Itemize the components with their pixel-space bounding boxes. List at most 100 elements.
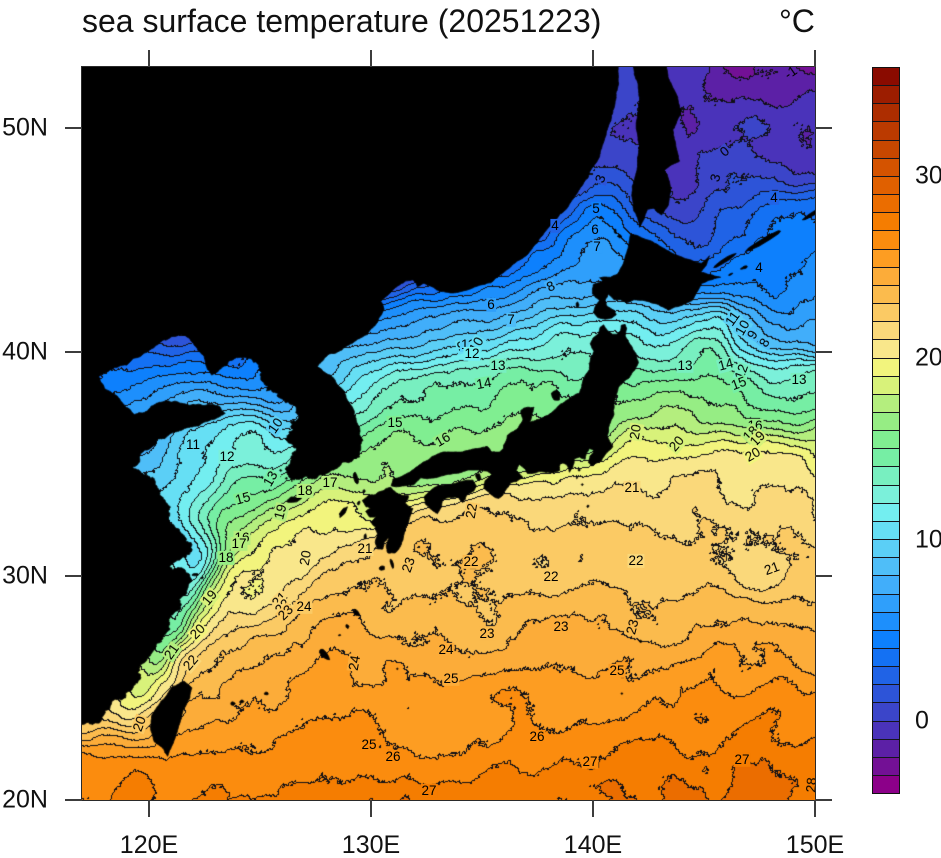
contour-label: 13 [489,358,507,374]
y-axis-label: 20N [2,785,48,814]
colorbar-segment [873,321,899,340]
colorbar-segment [873,139,899,158]
colorbar-segment [873,557,899,576]
y-axis-label: 40N [2,337,48,366]
colorbar-segment [873,230,899,249]
x-axis-tick [369,50,372,67]
colorbar-segment [873,175,899,195]
colorbar-tick-label: 20 [915,343,941,372]
contour-label: 26 [384,749,402,765]
contour-label: 12 [218,448,236,465]
colorbar-segment [873,720,899,739]
contour-label: 27 [581,753,599,769]
contour-label: 21 [623,480,641,496]
contour-label: 26 [528,729,546,745]
x-axis-tick [814,50,816,67]
contour-label: 6 [485,296,496,312]
units-label: °C [779,3,815,39]
colorbar-segment [873,520,899,540]
contour-label: 28 [803,776,815,795]
x-axis-label: 150E [785,831,845,858]
y-axis-tick [65,350,82,353]
y-axis-tick [815,574,832,577]
colorbar-segment [873,611,899,630]
x-axis-tick [147,800,150,817]
y-axis-tick [815,126,832,129]
contour-label: 25 [360,736,378,753]
x-axis-tick [591,50,594,67]
colorbar-segment [873,411,899,431]
colorbar-segment [873,593,899,612]
contour-label: 23 [552,619,570,635]
colorbar-tick-label: 0 [915,706,929,735]
x-axis-tick [369,800,372,817]
colorbar-segment [873,284,899,304]
contour-label: 7 [505,312,516,328]
contour-label: 21 [356,540,374,557]
contour-label: 27 [419,782,438,799]
contour-label: 24 [295,599,313,615]
colorbar-segment [873,430,899,449]
colorbar-tick-label: 10 [915,525,941,554]
y-axis-label: 30N [2,561,48,590]
contour-label: 17 [321,474,339,490]
x-axis-label: 130E [341,831,400,858]
page-title: sea surface temperature (20251223) [82,3,602,39]
x-axis-tick [814,800,816,817]
colorbar-segment [873,85,899,104]
colorbar-segment [873,648,899,667]
contour-label: 7 [592,239,603,255]
colorbar-segment [873,448,899,467]
colorbar-segment [873,339,899,358]
colorbar [872,67,900,794]
colorbar-segment [873,629,899,648]
contour-label: 18 [217,549,235,565]
contour-label: 4 [769,190,779,206]
contour-label: 4 [550,218,560,234]
y-axis-tick [815,350,832,353]
colorbar-tick-label: 30 [915,161,941,190]
contour-label: 13 [676,358,694,374]
contour-label: 27 [733,751,751,767]
colorbar-segment [873,775,899,794]
colorbar-segment [873,68,899,86]
colorbar-segment [873,121,899,140]
colorbar-segment [873,575,899,594]
colorbar-segment [873,194,899,213]
contour-label: 6 [590,221,600,237]
contour-label: 13 [790,371,808,387]
colorbar-segment [873,393,899,412]
y-axis-label: 50N [2,113,48,142]
contour-label: 22 [542,568,560,585]
colorbar-segment [873,466,899,485]
colorbar-segment [873,248,899,267]
colorbar-segment [873,684,899,703]
colorbar-segment [873,666,899,685]
contour-label: 15 [386,415,404,431]
colorbar-segment [873,756,899,776]
x-axis-tick [147,50,150,67]
colorbar-segment [873,357,899,376]
contour-label: 22 [462,501,481,521]
contour-label: 25 [442,670,460,687]
map-area: -103344567486791110121314151611109813141… [81,66,816,801]
contour-label: 11 [185,436,202,452]
contour-label: 4 [754,259,765,275]
contour-label: 18 [296,482,314,498]
colorbar-segment [873,702,899,721]
contour-label: 23 [478,626,496,642]
colorbar-segment [873,266,899,285]
colorbar-segment [873,502,899,521]
colorbar-segment [873,484,899,503]
colorbar-segment [873,157,899,176]
colorbar-segment [873,212,899,231]
contour-label: 22 [462,554,480,570]
colorbar-segment [873,539,899,558]
contour-label: 24 [437,641,455,657]
x-axis-label: 140E [563,831,623,858]
x-axis-tick [591,800,594,817]
contour-label: 25 [608,663,626,679]
x-axis-label: 120E [119,831,178,858]
colorbar-segment [873,103,899,122]
